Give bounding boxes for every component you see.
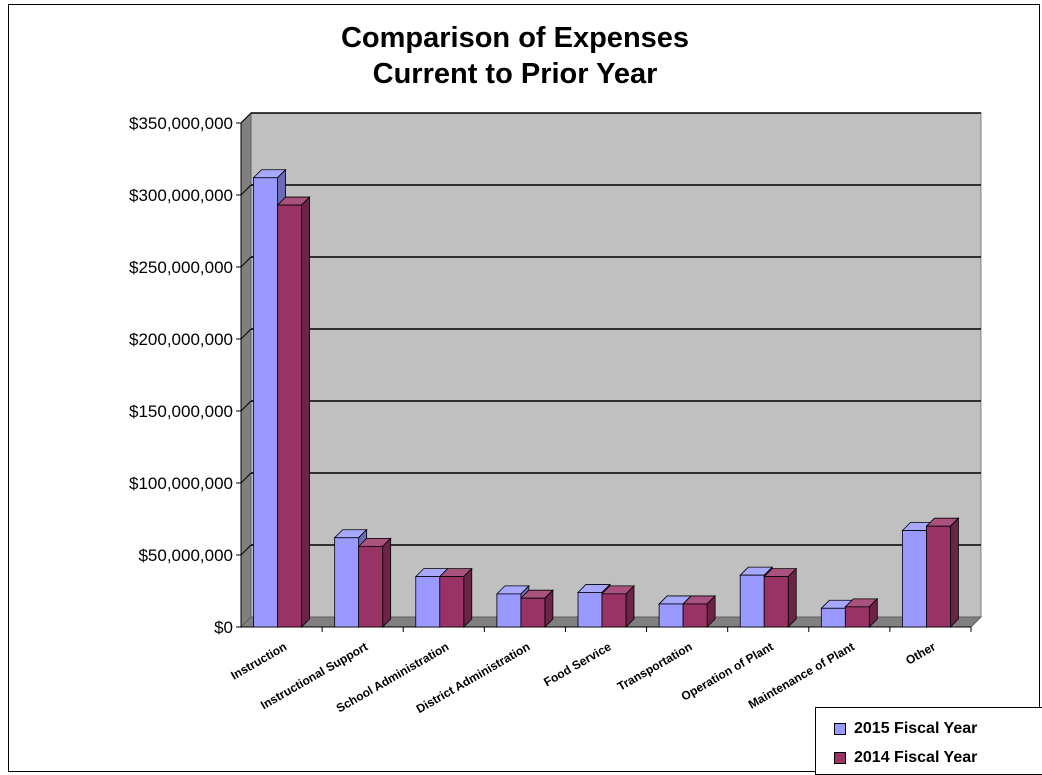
- bar-front: [820, 607, 846, 628]
- bar-front: [277, 204, 302, 628]
- plot-back-wall: [250, 112, 982, 618]
- y-tick-label: $150,000,000: [129, 402, 233, 421]
- gridline-side: [240, 256, 252, 268]
- chart-title-line-2: Current to Prior Year: [373, 58, 658, 90]
- y-tick-label: $250,000,000: [129, 258, 233, 277]
- legend-swatch-2014: [834, 752, 846, 764]
- bar-2014-fiscal-year-maintenance-of-plant: [844, 597, 879, 628]
- bar-front: [601, 593, 627, 628]
- chart-title-line-1: Comparison of Expenses: [341, 22, 689, 54]
- bar-2014-fiscal-year-district-administration: [519, 589, 554, 628]
- chart-svg: $0 $50,000,000 $100,000,000 $150,000,000 $20…: [129, 22, 983, 716]
- x-tick-label-transportation: Transportation: [615, 639, 695, 693]
- bar-side: [463, 567, 473, 628]
- gridline-side: [240, 184, 252, 196]
- bar-front: [253, 177, 278, 628]
- bar-2014-fiscal-year-food-service: [601, 584, 635, 628]
- legend: 2015 Fiscal Year 2014 Fiscal Year: [815, 707, 1042, 775]
- bar-2014-fiscal-year-other: [925, 517, 960, 628]
- bar-2014-fiscal-year-transportation: [682, 594, 717, 628]
- gridline-side: [240, 544, 252, 556]
- y-tick-label: $100,000,000: [129, 474, 233, 493]
- bar-front: [926, 525, 951, 628]
- bar-side: [301, 196, 310, 628]
- bar-2014-fiscal-year-instruction: [276, 196, 311, 628]
- bar-front: [334, 537, 360, 628]
- bar-side: [950, 517, 959, 628]
- chart-frame: $0 $50,000,000 $100,000,000 $150,000,000 $20…: [8, 4, 1042, 775]
- gridline-side: [240, 112, 252, 124]
- gridlines: [240, 112, 981, 556]
- gridline-side: [240, 472, 252, 484]
- bar-front: [658, 603, 684, 628]
- bars: [252, 168, 960, 628]
- bar-side: [382, 537, 392, 628]
- y-tick-label: $300,000,000: [129, 186, 233, 205]
- y-tick-label: $50,000,000: [138, 546, 233, 565]
- x-tick-label-instruction: Instruction: [228, 639, 289, 682]
- bar-front: [496, 593, 522, 628]
- legend-swatch-2015: [834, 723, 846, 735]
- legend-item-2014: 2014 Fiscal Year: [834, 749, 977, 767]
- bar-front: [358, 545, 384, 628]
- bar-2014-fiscal-year-school-administration: [438, 567, 473, 628]
- legend-item-2015: 2015 Fiscal Year: [834, 720, 977, 738]
- gridline-side: [240, 328, 252, 340]
- y-tick-label: $350,000,000: [129, 114, 233, 133]
- bar-front: [902, 530, 927, 628]
- plot-area: [239, 111, 983, 629]
- y-tick-label: $200,000,000: [129, 330, 233, 349]
- x-tick-label-food-service: Food Service: [541, 639, 614, 689]
- bar-front: [763, 576, 789, 628]
- legend-label-2015: 2015 Fiscal Year: [854, 720, 978, 737]
- bar-front: [682, 603, 708, 628]
- bar-front: [415, 576, 441, 628]
- bar-front: [439, 576, 465, 628]
- bar-front: [739, 574, 765, 628]
- bar-front: [844, 606, 870, 628]
- bar-side: [787, 567, 797, 628]
- legend-label-2014: 2014 Fiscal Year: [854, 749, 978, 766]
- bar-2014-fiscal-year-instructional-support: [357, 537, 392, 628]
- bar-front: [520, 597, 546, 628]
- gridline-side: [240, 400, 252, 412]
- x-tick-label-other: Other: [903, 639, 938, 667]
- bar-front: [577, 592, 603, 628]
- bar-2014-fiscal-year-operation-of-plant: [763, 567, 798, 628]
- y-tick-label: $0: [214, 618, 233, 637]
